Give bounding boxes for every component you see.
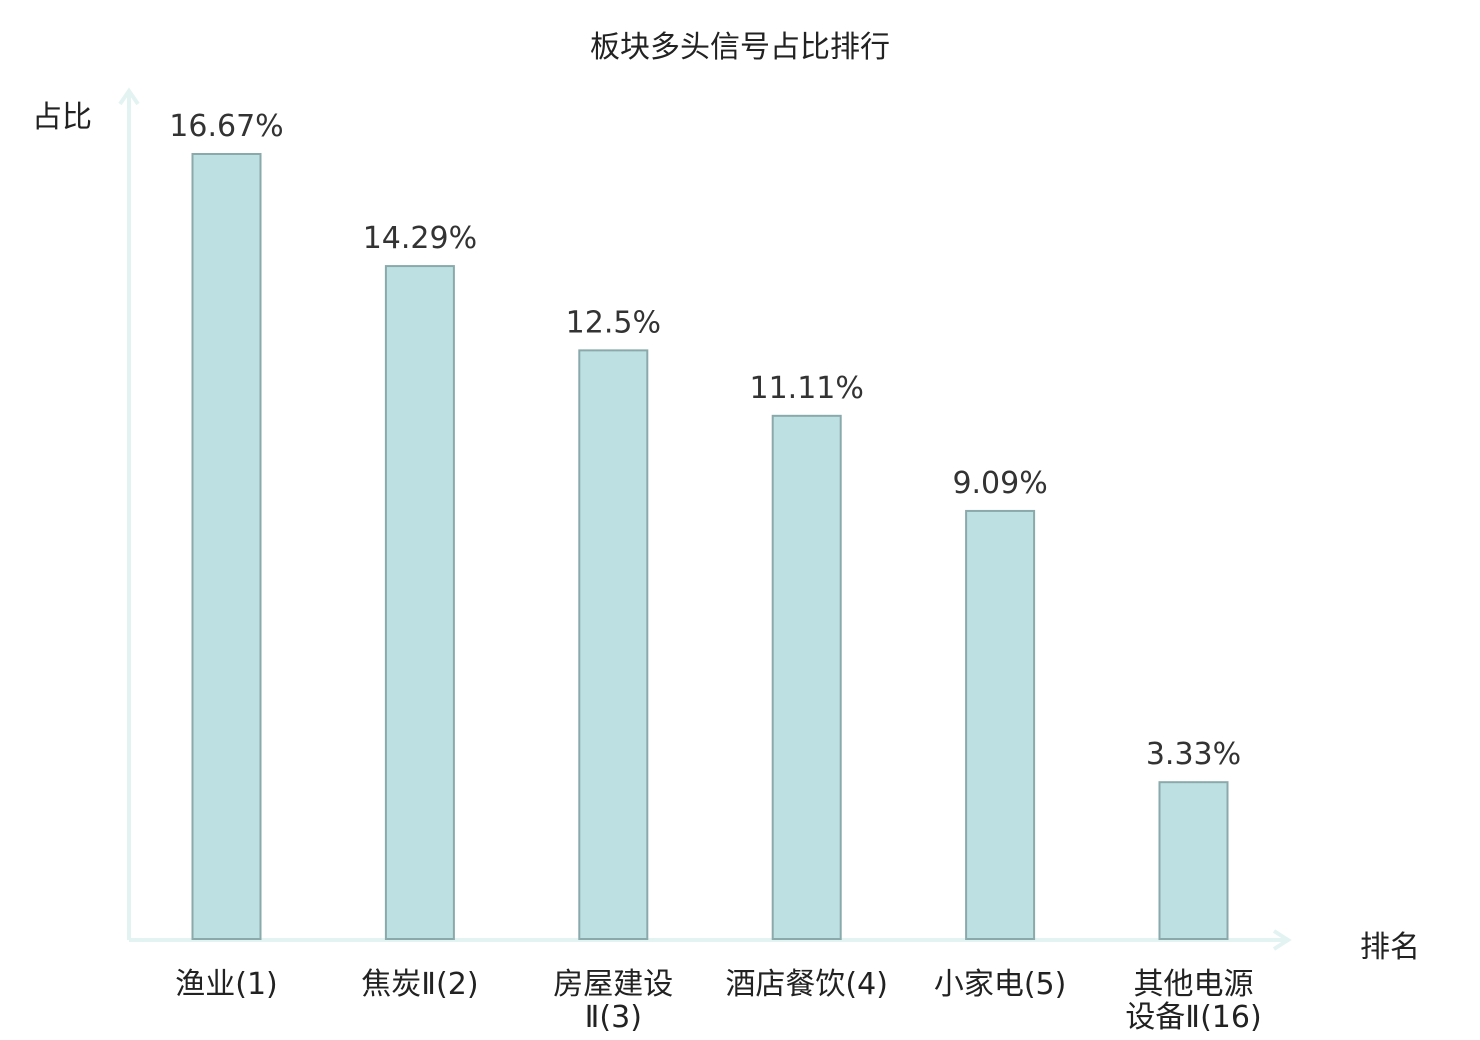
bar: [384, 265, 455, 941]
category-label: 房屋建设: [553, 967, 673, 1002]
category-label: Ⅱ(3): [585, 1000, 642, 1035]
bar: [191, 153, 262, 940]
chart-title: 板块多头信号占比排行: [590, 30, 890, 65]
value-label: 16.67%: [169, 109, 283, 144]
bar: [965, 509, 1036, 940]
bar: [771, 414, 842, 941]
value-label: 11.11%: [750, 371, 864, 406]
category-label: 酒店餐饮(4): [725, 967, 888, 1002]
value-label: 9.09%: [952, 466, 1047, 501]
category-label: 设备Ⅱ(16): [1125, 1000, 1261, 1035]
value-label: 14.29%: [363, 221, 477, 256]
x-axis-arrow-icon: [1272, 929, 1292, 951]
category-label: 小家电(5): [934, 967, 1067, 1002]
category-label: 焦炭Ⅱ(2): [361, 967, 478, 1002]
value-label: 12.5%: [566, 305, 661, 340]
x-axis-label: 排名: [1360, 930, 1420, 965]
value-label: 3.33%: [1146, 737, 1241, 772]
bar: [578, 349, 649, 940]
axes: [118, 87, 1292, 951]
y-axis-arrow-icon: [118, 87, 140, 106]
y-axis-label: 占比: [32, 100, 92, 135]
category-label: 渔业(1): [175, 967, 278, 1002]
bar: [1158, 781, 1229, 940]
category-label: 其他电源: [1134, 967, 1254, 1002]
